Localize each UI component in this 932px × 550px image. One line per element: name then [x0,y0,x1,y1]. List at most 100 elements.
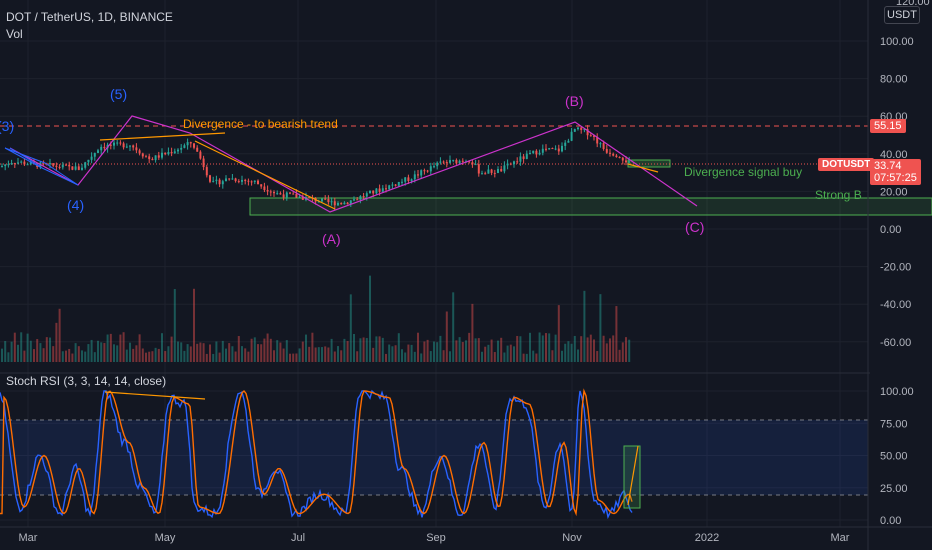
candle-body [519,156,522,162]
candle-body [154,155,157,161]
volume-bar [29,340,32,362]
candle-body [577,127,579,130]
volume-bar [429,351,432,362]
volume-bar [189,346,192,362]
volume-bar [461,342,464,362]
volume-bar [84,351,87,362]
volume-bar [241,346,243,362]
wave-5-label: (5) [110,86,127,102]
candle-body [13,163,16,165]
volume-bar [586,337,589,362]
candle-body [145,156,147,158]
volume-bar [583,290,586,362]
volume-bar [381,337,384,362]
volume-bar [177,341,179,362]
volume-bar [183,350,186,362]
candle-body [564,142,567,146]
volume-bar [292,353,295,362]
volume-bar [196,343,199,362]
volume-bar [391,346,394,362]
volume-bar [413,351,416,362]
volume-bar [321,347,323,362]
candle-body [317,201,320,203]
volume-bar [13,332,16,362]
volume-bar [42,348,45,362]
volume-bar [570,343,573,362]
candle-body [554,148,557,150]
down-trend-line [194,140,336,210]
volume-bar [324,346,327,362]
candle-body [455,159,458,164]
volume-bar [36,339,39,362]
rsi-signal-zone [623,445,641,509]
volume-bar [305,334,307,362]
candle-body [1,166,3,168]
volume-bar [500,337,503,362]
volume-bar [599,294,602,362]
candle-body [237,181,240,183]
last-price-tag: 33.74 07:57:25 [870,159,921,185]
candle-body [273,192,275,194]
candle-body [157,155,160,158]
volume-bar [452,292,455,362]
candle-body [164,152,167,155]
candle-body [212,180,215,182]
time-axis[interactable]: Mar May Jul Sep Nov 2022 Mar [19,532,850,544]
wave-c-label: (C) [685,219,704,235]
volume-bar [490,339,493,362]
volume-bar [532,350,535,362]
volume-bar [589,334,592,362]
candle-body [333,201,336,206]
volume-bar [573,335,576,362]
volume-bar [260,344,263,362]
candle-body [356,199,359,201]
volume-bar [161,333,163,362]
volume-bar [535,353,538,362]
candle-body [583,129,586,131]
candle-body [93,152,96,157]
candle-body [417,174,419,176]
volume-bar [474,338,477,362]
candle-body [151,159,154,161]
candle-body [388,185,391,190]
volume-bar [311,332,314,362]
volume-bar [519,336,522,362]
candle-body [353,199,355,201]
candle-body [116,142,119,144]
price-axis[interactable]: 100.0080.0060.0040.0020.000.00-20.00-40.… [880,36,914,349]
volume-bar [39,343,42,362]
volume-bar [407,344,410,362]
volume-bar [228,343,231,362]
candle-body [407,177,410,182]
price-candles [1,125,631,210]
volume-bar [356,351,359,362]
candle-body [612,153,615,156]
candle-body [97,150,99,153]
candle-body [68,164,71,167]
candle-body [141,153,144,157]
volume-bar [116,345,119,362]
volume-bar [129,342,131,362]
price-tick-label: -40.00 [880,299,911,311]
candle-body [503,165,506,172]
currency-button[interactable]: USDT [884,6,920,24]
volume-bar [423,341,426,362]
candle-body [522,156,525,159]
time-tick-label: Mar [831,532,850,544]
candle-body [221,181,224,185]
candle-body [321,198,323,202]
candle-body [209,175,211,182]
volume-bar [314,347,317,362]
volume-bar [471,303,474,362]
candle-body [279,193,282,195]
rsi-axis[interactable]: 100.00 75.00 50.00 25.00 0.00 [880,386,914,527]
volume-bar [237,336,240,362]
candle-body [135,147,138,151]
candle-body [525,153,528,159]
candle-body [394,184,397,186]
volume-bar [481,351,483,362]
candle-body [250,181,253,183]
volume-bar [61,351,64,362]
volume-bar [55,322,58,362]
